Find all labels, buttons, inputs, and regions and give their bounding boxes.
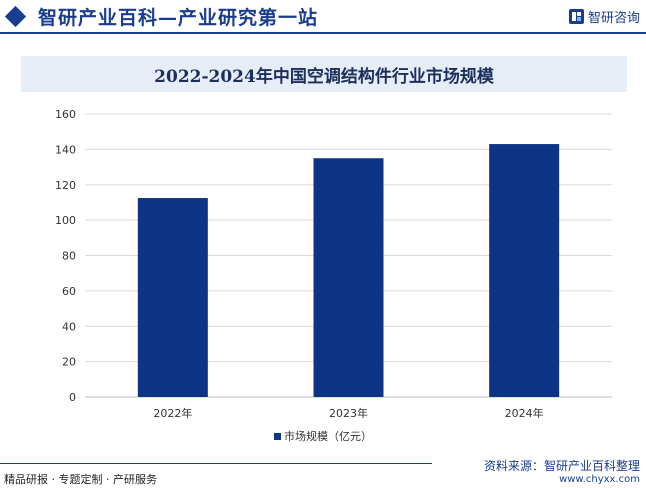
chart-title-box: 2022-2024年中国空调结构件行业市场规模 [21,56,627,92]
x-tick-label: 2024年 [505,406,544,420]
y-tick-label: 140 [55,143,76,156]
bar-chart: 0 20 40 60 80 100 120 140 160 2022年 2023年 2024年 [55,108,612,420]
source-note: 资料来源：智研产业百科整理 [483,459,640,473]
x-tick-label: 2023年 [329,406,368,420]
bar [313,158,384,397]
brand-logo-icon [568,9,584,24]
legend: 市场规模（亿元） [0,428,646,444]
y-tick-label: 160 [55,108,76,121]
site-url[interactable]: www.chyxx.com [559,474,640,485]
y-tick-label: 20 [62,356,76,369]
brand[interactable]: 智研咨询 [568,7,640,26]
header-title: 智研产业百科—产业研究第一站 [38,7,319,29]
y-tick-label: 60 [62,285,76,298]
chart-title: 2022-2024年中国空调结构件行业市场规模 [154,66,494,87]
header-divider [0,32,646,34]
footer-tagline: 精品研报 · 专题定制 · 产研服务 [4,473,157,486]
bar [489,144,560,397]
y-tick-label: 100 [55,214,76,227]
y-tick-label: 40 [62,320,76,333]
footer-divider [0,463,432,464]
x-tick-label: 2022年 [153,406,192,420]
legend-label: 市场规模（亿元） [284,430,372,443]
brand-name: 智研咨询 [587,11,640,26]
y-tick-label: 120 [55,179,76,192]
bar [137,198,208,397]
page-header: 智研产业百科—产业研究第一站 智研咨询 [0,0,646,34]
diamond-icon [4,5,27,28]
legend-swatch [274,432,281,440]
y-tick-label: 0 [69,391,76,404]
y-tick-label: 80 [62,250,76,263]
